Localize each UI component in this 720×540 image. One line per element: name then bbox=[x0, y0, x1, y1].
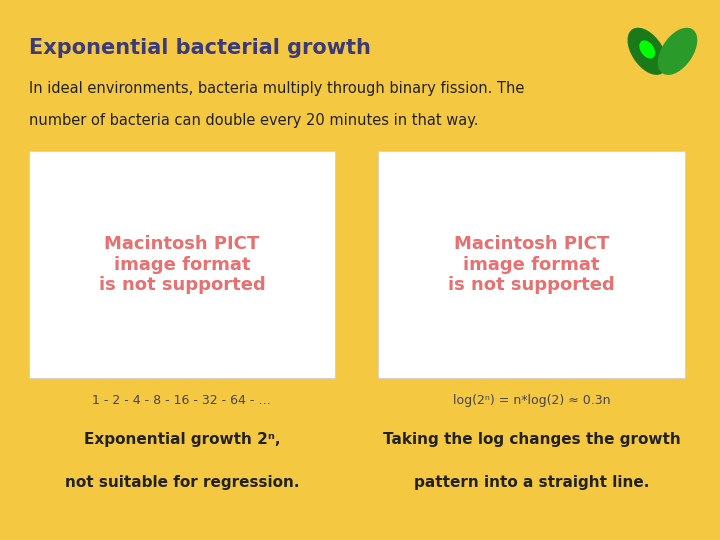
FancyBboxPatch shape bbox=[378, 151, 685, 378]
Ellipse shape bbox=[629, 29, 666, 74]
Text: log(2ⁿ) = n*log(2) ≈ 0.3n: log(2ⁿ) = n*log(2) ≈ 0.3n bbox=[453, 394, 611, 407]
Text: Exponential bacterial growth: Exponential bacterial growth bbox=[29, 38, 370, 58]
Ellipse shape bbox=[659, 29, 696, 74]
Text: Macintosh PICT
image format
is not supported: Macintosh PICT image format is not suppo… bbox=[448, 235, 615, 294]
Text: Taking the log changes the growth: Taking the log changes the growth bbox=[382, 432, 680, 447]
Text: Exponential growth 2ⁿ,: Exponential growth 2ⁿ, bbox=[84, 432, 280, 447]
Text: pattern into a straight line.: pattern into a straight line. bbox=[414, 475, 649, 490]
Text: In ideal environments, bacteria multiply through binary fission. The: In ideal environments, bacteria multiply… bbox=[29, 81, 524, 96]
Text: 1 - 2 - 4 - 8 - 16 - 32 - 64 - …: 1 - 2 - 4 - 8 - 16 - 32 - 64 - … bbox=[92, 394, 271, 407]
Ellipse shape bbox=[640, 41, 654, 58]
Text: Macintosh PICT
image format
is not supported: Macintosh PICT image format is not suppo… bbox=[99, 235, 265, 294]
Text: number of bacteria can double every 20 minutes in that way.: number of bacteria can double every 20 m… bbox=[29, 113, 478, 129]
FancyBboxPatch shape bbox=[29, 151, 336, 378]
Text: not suitable for regression.: not suitable for regression. bbox=[65, 475, 300, 490]
